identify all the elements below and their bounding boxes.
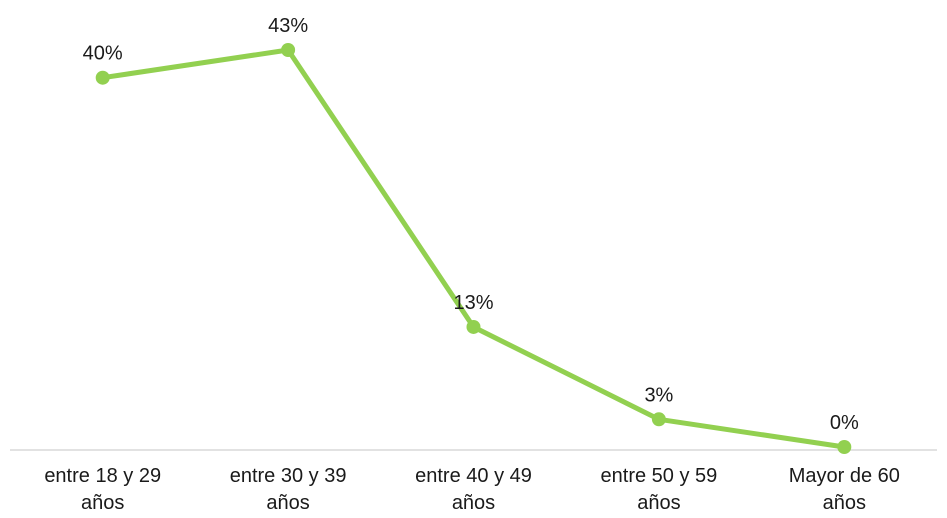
series-line <box>100 47 847 450</box>
data-point-2 <box>466 319 481 334</box>
category-label-line: entre 30 y 39 <box>230 465 347 487</box>
data-point-3 <box>651 412 666 427</box>
data-points <box>95 43 852 454</box>
category-label-3: entre 50 y 59 años <box>601 465 718 514</box>
data-label-0: 40% <box>83 43 123 65</box>
data-label-3: 3% <box>644 384 673 406</box>
category-label-line: años <box>81 492 124 514</box>
data-label-4: 0% <box>830 412 859 434</box>
data-point-4 <box>837 440 852 454</box>
category-label-0: entre 18 y 29 años <box>44 465 161 514</box>
category-label-4: Mayor de 60 años <box>789 465 900 514</box>
category-label-line: años <box>823 492 866 514</box>
category-label-line: años <box>452 492 495 514</box>
category-label-2: entre 40 y 49 años <box>415 465 532 514</box>
data-labels: 40% 43% 13% 3% 0% <box>83 15 859 434</box>
data-point-0 <box>95 70 110 85</box>
category-label-line: entre 40 y 49 <box>415 465 532 487</box>
category-label-line: años <box>637 492 680 514</box>
category-label-1: entre 30 y 39 años <box>230 465 347 514</box>
category-label-line: entre 50 y 59 <box>601 465 718 487</box>
data-point-1 <box>281 43 296 57</box>
data-label-2: 13% <box>453 292 493 314</box>
category-label-line: años <box>266 492 309 514</box>
category-label-line: Mayor de 60 <box>789 465 900 487</box>
category-label-line: entre 18 y 29 <box>44 465 161 487</box>
data-label-1: 43% <box>268 15 308 37</box>
